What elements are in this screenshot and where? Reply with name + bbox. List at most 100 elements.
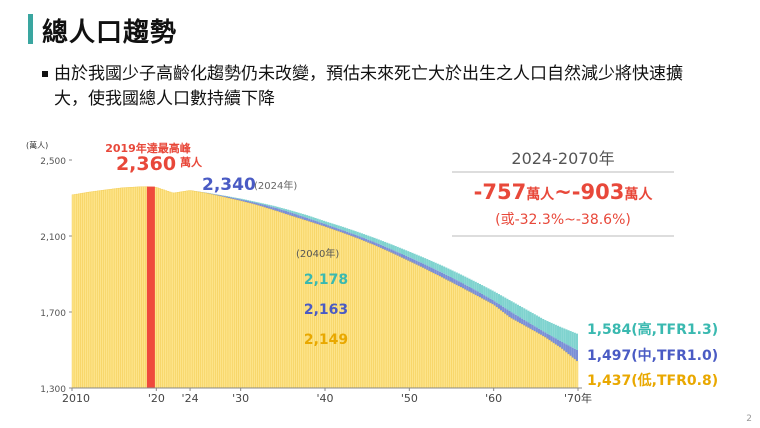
bar-low — [248, 203, 252, 389]
bar-low — [284, 213, 288, 389]
bar-high-band — [569, 331, 572, 347]
bar-low — [229, 198, 233, 389]
bar-low — [550, 341, 553, 389]
bar-mid-band — [419, 262, 422, 267]
bar-high-band — [428, 259, 431, 267]
bar-high-band — [375, 238, 378, 244]
bar-high-band — [343, 227, 347, 232]
bar-high-band — [365, 234, 368, 239]
bar-high-band — [259, 202, 262, 204]
bar-low — [272, 209, 275, 389]
bar-high-band — [529, 311, 532, 324]
bar-high-band — [565, 329, 568, 345]
bar-low — [480, 298, 484, 389]
bar-high-band — [571, 331, 574, 348]
bar-high-band — [468, 278, 471, 287]
bar-low — [381, 248, 385, 389]
bar-mid-band — [343, 231, 347, 234]
bar-mid-band — [440, 272, 444, 278]
bar-mid-band — [453, 279, 456, 284]
end-label: 1,437(低,TFR0.8) — [587, 372, 718, 389]
bar-high-band — [270, 205, 273, 207]
bar-low — [269, 209, 273, 389]
bar-mid-band — [559, 340, 562, 348]
bar-low — [504, 313, 507, 389]
bar-low — [411, 262, 414, 389]
bar-mid-band — [462, 283, 465, 289]
bar-mid-band — [514, 314, 517, 321]
x-tick-label: '20 — [148, 392, 165, 405]
bar-low — [246, 202, 250, 389]
bar-high-band — [333, 224, 336, 228]
bar-low — [489, 302, 492, 389]
bar-high-band — [358, 232, 361, 237]
bar-mid-band — [253, 202, 256, 205]
bar-mid-band — [405, 255, 408, 260]
bar-low — [126, 187, 130, 389]
bar-mid-band — [322, 223, 325, 227]
bar-low — [94, 190, 98, 389]
bar-mid-band — [546, 333, 549, 339]
bar-low — [544, 337, 547, 389]
bar-high-band — [424, 258, 427, 265]
slide-title: 總人口趨勢 — [42, 18, 178, 48]
bar-mid-band — [375, 243, 378, 247]
bar-low — [88, 191, 92, 389]
bar-mid-band — [571, 347, 574, 358]
bar-high-band — [327, 222, 330, 226]
bar-high-band — [455, 272, 458, 281]
bar-low — [92, 191, 96, 389]
bar-low — [375, 245, 378, 389]
bar-low — [413, 263, 416, 389]
bar-mid-band — [282, 210, 285, 214]
bar-high-band — [466, 277, 469, 286]
bar-high-band — [341, 226, 344, 231]
bar-mid-band — [451, 278, 454, 283]
bar-mid-band — [337, 228, 340, 232]
bar-high-band — [377, 239, 380, 245]
bar-high-band — [303, 214, 307, 218]
bar-mid-band — [481, 293, 484, 299]
bar-mid-band — [468, 286, 471, 292]
bar-mid-band — [504, 308, 507, 314]
bar-low — [156, 187, 159, 389]
bar-high-band — [459, 274, 463, 283]
bar-high-band — [276, 206, 279, 209]
bar-low — [516, 321, 520, 389]
bar-low — [347, 235, 351, 389]
bar-high-band — [495, 292, 498, 303]
bar-high-band — [573, 332, 576, 349]
bar-mid-band — [542, 331, 545, 337]
bar-high-band — [552, 323, 555, 338]
bar-low — [358, 239, 362, 389]
bar-high-band — [360, 233, 363, 238]
bar-mid-band — [280, 209, 283, 213]
bar-high-band — [436, 263, 439, 271]
bar-high-band — [369, 236, 372, 241]
bar-low — [428, 270, 431, 389]
bar-high-band — [261, 203, 264, 205]
bar-high-band — [559, 326, 562, 341]
bar-high-band — [320, 220, 323, 223]
bar-mid-band — [544, 332, 547, 338]
bar-low — [166, 191, 170, 389]
y-tick-label: 1,300 — [40, 385, 66, 395]
bar-mid-band — [270, 206, 273, 210]
bar-low — [377, 246, 381, 389]
bar-high-band — [299, 213, 302, 216]
bar-high-band — [548, 321, 551, 335]
bar-high-band — [464, 276, 467, 285]
bar-low — [141, 186, 144, 389]
bar-low — [208, 193, 212, 389]
bar-low — [132, 186, 136, 389]
bar-mid-band — [293, 213, 296, 217]
bar-mid-band — [215, 194, 218, 196]
bar-high-band — [381, 241, 385, 246]
mid-year-label: (2040年) — [296, 247, 339, 260]
bar-mid-band — [373, 242, 376, 246]
bar-mid-band — [257, 203, 260, 206]
bar-low — [280, 212, 284, 389]
bar-low — [274, 210, 277, 389]
bar-high-band — [470, 279, 473, 289]
bar-high-band — [489, 289, 492, 299]
